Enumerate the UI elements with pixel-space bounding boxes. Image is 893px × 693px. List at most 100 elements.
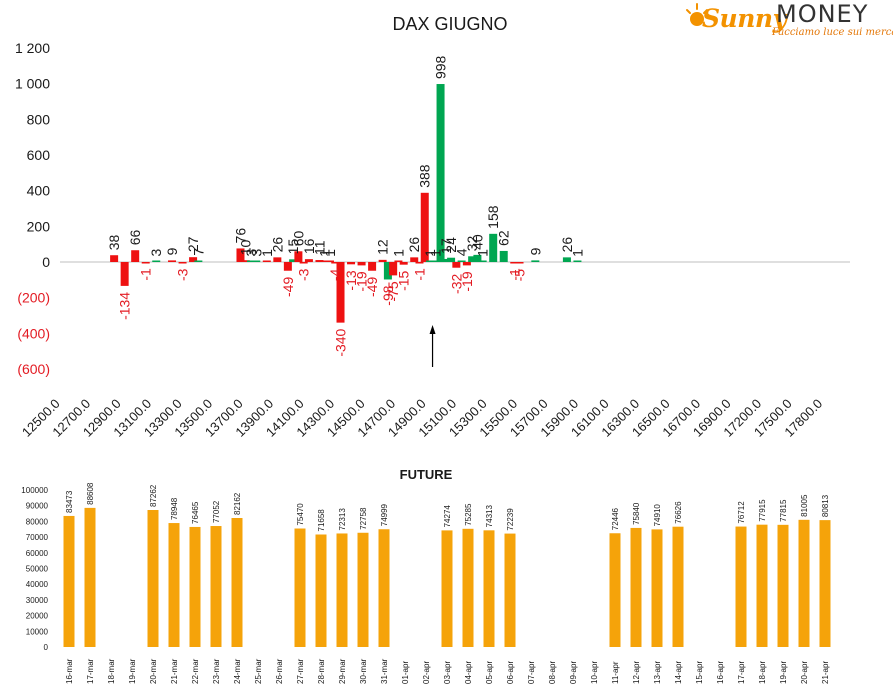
bar: [473, 254, 482, 262]
data-label: 71658: [317, 509, 326, 532]
bar: [336, 533, 348, 647]
x-tick-label: 09-apr: [569, 661, 578, 684]
y-tick-label: 30000: [26, 596, 49, 605]
bar: [457, 260, 466, 262]
y-tick-label: 90000: [26, 502, 49, 511]
data-label: 74274: [443, 505, 452, 528]
x-tick-label: 16-mar: [65, 658, 74, 684]
x-tick-label: 02-apr: [422, 661, 431, 684]
data-label: 26: [559, 237, 575, 253]
data-label: -32: [448, 273, 464, 293]
data-label: 3: [243, 248, 259, 256]
bar: [431, 260, 440, 262]
data-label: 1: [475, 249, 491, 257]
data-label: -5: [512, 269, 528, 282]
bar: [194, 260, 203, 262]
bar: [357, 262, 366, 266]
bar: [283, 262, 292, 271]
bar: [510, 262, 519, 264]
x-tick-label: 30-mar: [359, 658, 368, 684]
data-label: 77915: [758, 499, 767, 522]
bar: [531, 260, 540, 262]
x-tick-label: 15-apr: [695, 661, 704, 684]
bar: [236, 248, 245, 262]
bar: [273, 257, 282, 262]
bar: [168, 260, 177, 262]
data-label: 11: [311, 240, 327, 255]
data-label: 76626: [674, 501, 683, 524]
x-tick-label: 12-apr: [632, 661, 641, 684]
data-label: -4: [327, 269, 343, 282]
bar: [141, 262, 150, 264]
bar: [441, 258, 450, 262]
data-label: 998: [433, 55, 449, 79]
y-tick-label: 1 000: [15, 76, 50, 92]
x-tick-label: 10-apr: [590, 661, 599, 684]
bar: [415, 262, 424, 264]
data-label: 80813: [821, 494, 830, 517]
data-label: 16: [301, 238, 317, 254]
data-label: 77052: [212, 500, 221, 523]
x-tick-label: 21-apr: [821, 661, 830, 684]
bar: [436, 84, 445, 262]
data-label: 15: [285, 239, 301, 255]
y-tick-label: 600: [27, 147, 51, 163]
bar: [299, 262, 308, 264]
bar: [320, 260, 329, 262]
data-label: 75470: [296, 503, 305, 526]
x-tick-label: 07-apr: [527, 661, 536, 684]
data-label: 66: [127, 229, 143, 245]
x-tick-label: 17-mar: [86, 658, 95, 684]
bar: [499, 250, 508, 262]
bar: [378, 529, 390, 647]
bar: [189, 257, 198, 262]
x-tick-label: 20-mar: [149, 658, 158, 684]
bar: [368, 262, 377, 271]
data-label: 81005: [800, 494, 809, 517]
y-tick-label: 50000: [26, 565, 49, 574]
y-tick-label: (600): [17, 361, 50, 377]
data-label: 24: [443, 237, 459, 253]
y-axis: 1 200 1 000 800 600 400 200 0 (200) (400) (600): [15, 40, 850, 377]
x-tick-label: 20-apr: [800, 661, 809, 684]
data-label: 74999: [380, 503, 389, 526]
bar: [562, 257, 571, 262]
bar: [420, 192, 429, 262]
bars: [110, 84, 582, 323]
bar: [331, 262, 340, 264]
bar: [294, 251, 303, 262]
data-label: 74313: [485, 505, 494, 528]
bar: [120, 262, 129, 286]
data-label: -75: [385, 281, 401, 301]
x-axis: 12500.012700.012900.013100.013300.013500…: [19, 396, 825, 440]
data-label: -1: [506, 268, 522, 281]
x-tick-label: 21-mar: [170, 658, 179, 684]
data-label: 1: [422, 249, 438, 257]
data-label: -13: [343, 270, 359, 290]
y-tick-label: 0: [42, 254, 50, 270]
chart-title: FUTURE: [400, 467, 453, 482]
bar: [447, 257, 456, 262]
x-axis: 16-mar 17-mar 18-mar 19-mar 20-mar 21-mar 22-m…: [65, 658, 830, 684]
data-label: 87262: [149, 484, 158, 507]
bar: [336, 262, 345, 323]
data-label: 1: [322, 249, 338, 257]
bar: [147, 509, 159, 647]
x-tick-label: 03-apr: [443, 661, 452, 684]
y-tick-label: 40000: [26, 580, 49, 589]
data-label: -1: [138, 268, 154, 281]
data-label: 17: [438, 238, 454, 254]
data-label: 60: [290, 231, 306, 247]
bar: [483, 530, 495, 647]
x-tick-label: 13-apr: [653, 661, 662, 684]
data-label: 3: [248, 248, 264, 256]
bar: [410, 257, 419, 262]
bar: [315, 534, 327, 647]
data-label: 1: [390, 249, 406, 257]
x-tick-label: 18-apr: [758, 661, 767, 684]
data-label: 32: [464, 236, 480, 252]
bar: [294, 528, 306, 647]
bar: [152, 260, 161, 262]
bar: [515, 262, 524, 264]
bar: [441, 530, 453, 647]
